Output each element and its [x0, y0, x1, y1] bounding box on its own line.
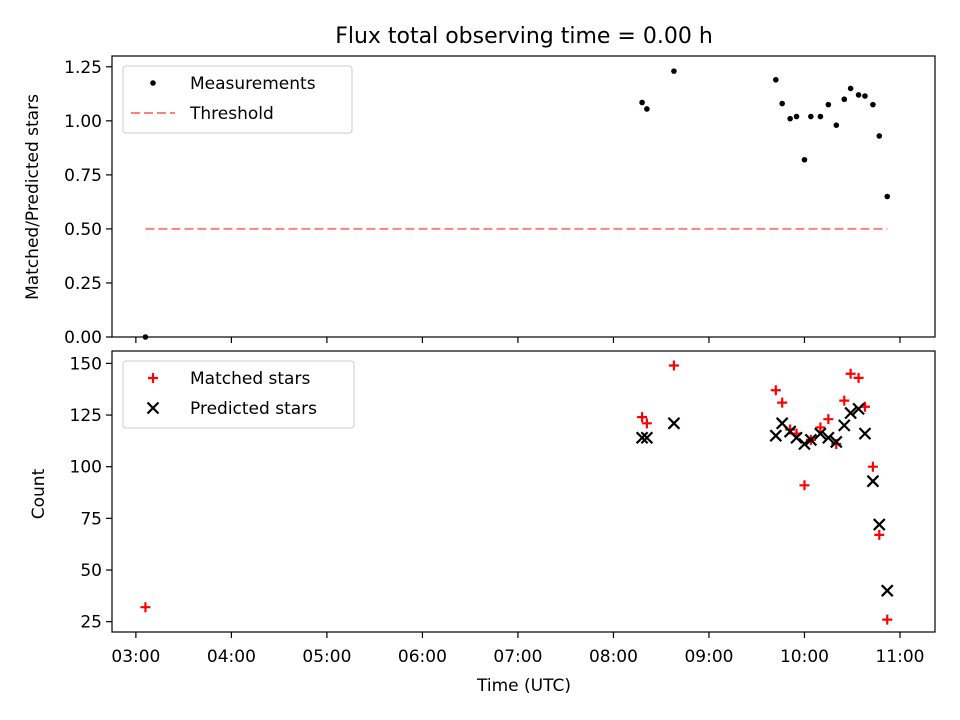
predicted-star-point	[830, 435, 843, 449]
predicted-star-point	[798, 437, 811, 451]
legend-box	[122, 360, 355, 429]
predicted-star-point	[844, 406, 857, 420]
matched-star-point	[770, 385, 781, 396]
y-tick-label: 1.25	[64, 58, 102, 78]
y-tick-label: 75	[80, 509, 102, 529]
y-tick-label: 0.50	[64, 220, 102, 240]
y-tick-label: 100	[70, 458, 102, 478]
matched-star-point	[637, 412, 648, 423]
matched-star-point	[799, 480, 810, 491]
legend-box	[122, 65, 353, 134]
matched-star-point	[641, 418, 652, 429]
y-tick-label: 0.00	[64, 328, 102, 348]
measurement-point	[779, 100, 785, 107]
y-tick-label: 0.25	[64, 274, 102, 294]
panel-ratio: 0.00 0.25 0.50 0.75 1.00 1.25 Measurements Thre…	[64, 55, 936, 348]
x-axis-label: Time (UTC)	[476, 676, 571, 696]
measurement-point	[801, 156, 808, 163]
panel-count: 25 50 75 100 125 150 03:00 04:00 05:00 06:00 07:00…	[70, 350, 936, 667]
matched-star-point	[823, 414, 834, 425]
predicted-star-point	[866, 474, 880, 488]
y-tick-label: 125	[70, 406, 102, 426]
predicted-star-point	[640, 431, 654, 445]
matched-star-point	[867, 461, 878, 472]
x-tick-label: 10:00	[780, 647, 829, 667]
x-tick-label: 07:00	[493, 647, 542, 667]
measurement-point	[862, 93, 868, 99]
measurement-point	[639, 99, 645, 106]
measurement-point	[817, 113, 824, 120]
predicted-star-point	[804, 433, 818, 447]
measurement-point	[773, 76, 779, 83]
measurement-point	[671, 68, 677, 74]
legend-label: Measurements	[190, 74, 316, 94]
matched-star-point	[815, 422, 826, 433]
y-tick-label: 1.00	[64, 112, 102, 132]
plot-frame	[111, 55, 936, 338]
matched-star-point	[845, 368, 856, 379]
predicted-star-point	[790, 431, 803, 445]
predicted-star-point	[822, 431, 835, 445]
measurement-point	[787, 115, 793, 122]
predicted-star-point	[880, 584, 894, 597]
plot-frame	[111, 350, 936, 633]
matched-star-point	[839, 395, 850, 406]
measurement-point	[870, 101, 876, 108]
y-tick-label: 150	[70, 354, 102, 374]
predicted-star-point	[814, 427, 827, 440]
x-tick-label: 05:00	[302, 647, 351, 667]
measurement-point	[884, 193, 891, 200]
legend-label: Predicted stars	[190, 399, 317, 419]
matched-star-point	[668, 360, 679, 371]
predicted-star-point	[837, 419, 851, 432]
legend-label: Threshold	[189, 104, 274, 124]
legend-x-swatch	[146, 401, 160, 415]
legend: Matched stars Predicted stars	[122, 360, 355, 429]
x-tick-label: 08:00	[589, 647, 638, 667]
y-tick-label: 25	[80, 613, 102, 633]
measurement-point	[855, 92, 862, 98]
chart-title: Flux total observing time = 0.00 h	[335, 24, 713, 49]
x-tick-label: 09:00	[684, 647, 733, 667]
matched-star-point	[777, 397, 788, 408]
matched-star-point	[874, 529, 885, 540]
x-tick-label: 04:00	[207, 647, 256, 667]
measurement-point	[644, 106, 650, 112]
predicted-star-point	[635, 431, 649, 445]
predicted-star-point	[873, 518, 886, 531]
measurement-point	[825, 101, 832, 108]
bottom-y-axis-label: Count	[29, 468, 49, 519]
predicted-star-point	[852, 402, 865, 416]
y-tick-label: 0.75	[64, 166, 102, 186]
predicted-star-point	[769, 429, 783, 442]
legend-dot-swatch	[150, 80, 156, 86]
x-tick-label: 06:00	[398, 647, 447, 667]
measurement-point	[876, 133, 883, 139]
x-tick-label: 11:00	[875, 647, 924, 667]
measurement-point	[793, 113, 800, 120]
matched-star-point	[853, 372, 864, 383]
measurement-point	[847, 85, 854, 92]
y-tick-label: 50	[80, 561, 102, 581]
legend-plus-swatch	[148, 373, 158, 383]
x-tick-label: 03:00	[111, 647, 160, 667]
top-y-axis-label: Matched/Predicted stars	[23, 94, 43, 300]
predicted-star-point	[667, 417, 681, 430]
measurement-point	[808, 113, 814, 120]
matched-star-point	[882, 614, 893, 625]
matched-star-point	[140, 602, 151, 613]
measurement-point	[841, 96, 848, 103]
legend-label: Matched stars	[190, 369, 310, 389]
legend: Measurements Threshold	[122, 65, 353, 134]
measurement-point	[142, 334, 149, 340]
measurement-point	[833, 122, 840, 128]
predicted-star-point	[858, 427, 872, 440]
